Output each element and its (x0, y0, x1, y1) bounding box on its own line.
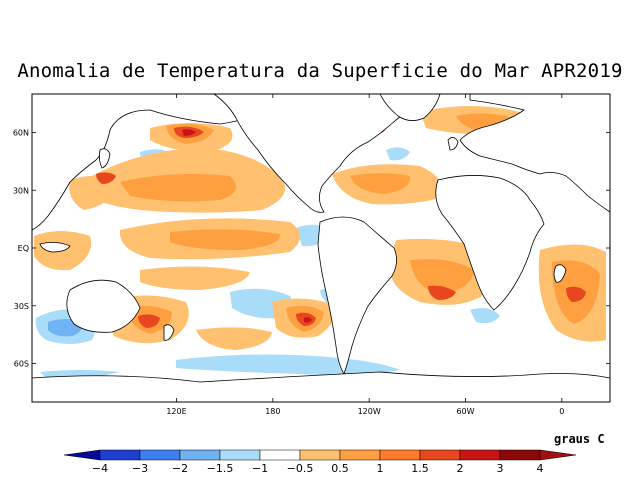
landmass-north-america (212, 93, 421, 213)
units-label: graus C (554, 432, 605, 446)
warm-core-equatorial-pacific (170, 229, 281, 250)
lon-tick-label: 60W (456, 407, 474, 416)
landmass-indonesia (39, 242, 71, 253)
colorbar-swatch (179, 449, 221, 461)
landmass-madagascar (553, 264, 567, 283)
colorbar-swatch (459, 449, 501, 461)
colorbar-min-arrow (63, 449, 101, 461)
warm-core-north-atlantic (350, 173, 411, 194)
hot-core-south-pacific-west (138, 314, 160, 328)
hot-core-south-atlantic (428, 285, 456, 300)
hot-core-south-pacific-max (304, 317, 312, 323)
landmass-africa (435, 175, 545, 311)
warm-anomaly-east-asia (69, 175, 118, 210)
warm-anomaly-tropical-pacific-south (140, 266, 250, 290)
colorbar-swatch (99, 449, 141, 461)
longitude-axis: 120E180120W60W060E (166, 94, 564, 416)
lon-tick-label: 120W (358, 407, 381, 416)
landmass-antarctica (31, 371, 611, 403)
colorbar-label: 4 (537, 462, 544, 475)
landmass-south-america (317, 216, 397, 375)
lat-tick-label: EQ (18, 244, 29, 253)
hot-core-indian (566, 286, 586, 302)
lat-tick-label: 30S (14, 302, 29, 311)
colorbar-label: −1.5 (207, 462, 234, 475)
colorbar-label: 2 (457, 462, 464, 475)
colorbar-swatch (419, 449, 461, 461)
landmass-europe-asia (459, 93, 611, 213)
colorbar-label: −3 (132, 462, 148, 475)
colorbar-max-arrow (539, 449, 577, 461)
lon-tick-label: 0 (559, 407, 564, 416)
colorbar-swatch (339, 449, 381, 461)
colorbar-label: −2 (172, 462, 188, 475)
lon-tick-label: 180 (265, 407, 280, 416)
cool-anomaly-indian (470, 308, 500, 324)
colorbar-swatch (499, 449, 541, 461)
colorbar-label: 1 (377, 462, 384, 475)
landmass-uk (447, 137, 459, 151)
colorbar-swatch (259, 449, 301, 461)
map-title: Anomalia de Temperatura da Superficie do… (17, 60, 623, 82)
warm-core-north-pacific (120, 174, 237, 202)
colorbar-label: 1.5 (411, 462, 429, 475)
colorbar-swatch (379, 449, 421, 461)
colorbar-swatch (139, 449, 181, 461)
cool-anomaly-north-atlantic (386, 147, 410, 161)
map-plot-area (31, 93, 611, 403)
landmass-eurasia-east (31, 93, 301, 231)
hot-core-japan (96, 172, 116, 184)
lon-tick-label: 120E (166, 407, 186, 416)
lat-tick-label: 60N (13, 129, 29, 138)
colorbar-label: 0.5 (331, 462, 349, 475)
hot-core-bering-max (182, 129, 196, 136)
colorbar-label: −1 (252, 462, 268, 475)
landmass-greenland (379, 93, 441, 121)
continents (31, 93, 611, 403)
landmass-australia (66, 279, 141, 333)
landmass-new-zealand (163, 324, 175, 341)
colorbar-swatch (219, 449, 261, 461)
latitude-axis: 60N 30N EQ 30S 60S (13, 129, 610, 369)
warm-core-south-atlantic (410, 259, 474, 294)
lat-tick-label: 30N (13, 186, 29, 195)
colorbar-label: −0.5 (287, 462, 314, 475)
landmass-japan (98, 148, 111, 169)
lat-tick-label: 60S (14, 360, 29, 369)
colorbar-label: −4 (92, 462, 108, 475)
colorbar: −4 −3 −2 −1.5 −1 −0.5 0.5 1 1.5 2 3 4 (63, 449, 577, 475)
colorbar-swatch (299, 449, 341, 461)
warm-anomaly-south-pacific-central (196, 327, 272, 350)
colorbar-label: 3 (497, 462, 504, 475)
